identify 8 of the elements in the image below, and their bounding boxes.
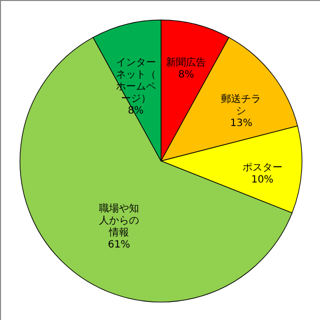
slice-label: 郵送チラシ	[221, 92, 262, 117]
data-label: 61%	[108, 240, 130, 251]
slice-label: 職場や知人からの情報	[99, 202, 140, 239]
slice-label: 新聞広告	[166, 56, 206, 69]
slice-label: ポスター	[242, 162, 282, 174]
data-label: 10%	[251, 174, 274, 186]
data-label: 13%	[230, 118, 252, 129]
data-label: 8%	[178, 70, 194, 81]
